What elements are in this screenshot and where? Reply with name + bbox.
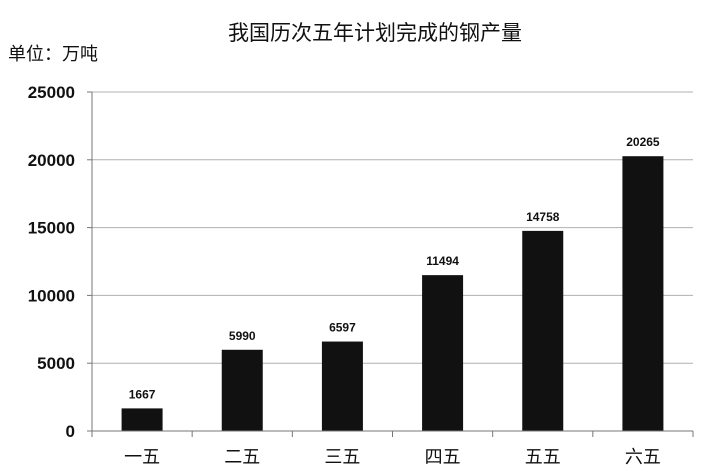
x-tick-label: 三五 [324,447,360,468]
y-tick-label: 5000 [37,354,75,373]
y-tick-label: 20000 [28,151,75,170]
data-labels: 1667 5990 6597 11494 14758 20265 [129,135,660,401]
y-tick-label: 15000 [28,219,75,238]
x-axis-ticks: 一五 二五 三五 四五 五五 六五 [124,447,661,468]
bars [121,156,664,431]
y-tick-label: 10000 [28,286,75,305]
x-tick-label: 四五 [425,447,461,468]
data-label: 11494 [426,254,459,268]
data-label: 6597 [329,321,356,335]
bar [422,275,464,431]
bar [522,230,564,431]
gridlines [87,91,693,432]
bar [221,349,263,431]
x-tick-label: 一五 [124,447,160,468]
chart-title: 我国历次五年计划完成的钢产量 [228,21,522,45]
data-label: 20265 [626,135,660,149]
x-tick-label: 五五 [525,447,561,468]
y-tick-label: 25000 [28,83,75,102]
bar [622,156,664,431]
bar [321,341,363,431]
bar [121,408,163,431]
x-tick-label: 六五 [625,447,661,468]
y-tick-label: 0 [66,422,75,441]
data-label: 1667 [129,387,156,401]
y-axis-ticks: 0 5000 10000 15000 20000 25000 [28,83,75,441]
unit-label: 单位：万吨 [8,44,98,65]
x-axis [91,430,694,437]
data-label: 14758 [526,210,560,224]
data-label: 5990 [229,329,256,343]
x-tick-label: 二五 [224,447,260,468]
